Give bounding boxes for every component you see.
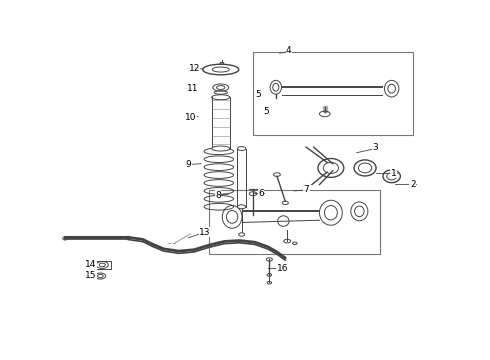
Text: 9: 9 <box>186 160 192 169</box>
Text: 14: 14 <box>85 261 96 269</box>
Text: 8: 8 <box>215 190 221 199</box>
Text: 6: 6 <box>258 189 264 198</box>
Text: 7: 7 <box>303 185 309 194</box>
Bar <box>209 190 380 254</box>
Text: 5: 5 <box>256 90 262 99</box>
Ellipse shape <box>212 146 230 151</box>
Text: 15: 15 <box>85 271 97 280</box>
Text: 2: 2 <box>410 180 416 189</box>
Ellipse shape <box>238 205 246 209</box>
Text: 16: 16 <box>277 264 289 273</box>
Text: 4: 4 <box>286 46 292 55</box>
Ellipse shape <box>220 62 224 64</box>
Text: 13: 13 <box>199 228 211 237</box>
Text: 10: 10 <box>185 113 196 122</box>
Text: 12: 12 <box>189 64 200 73</box>
Text: 1: 1 <box>391 169 396 178</box>
Text: 11: 11 <box>187 84 198 93</box>
Text: 3: 3 <box>372 144 378 153</box>
Bar <box>253 51 413 135</box>
Bar <box>94 261 111 269</box>
Text: 5: 5 <box>264 107 269 116</box>
